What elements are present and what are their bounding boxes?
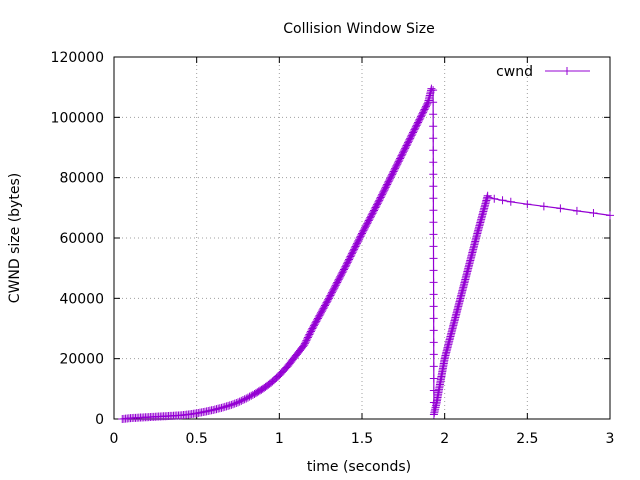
tick-labels: 0 0.5 1 1.5 2 2.5 3 0 20000 40000 60000 80000 100000… xyxy=(51,50,615,447)
x-tick-label: 2.5 xyxy=(516,431,538,447)
legend-label-cwnd: cwnd xyxy=(496,64,533,80)
data-point xyxy=(429,182,438,191)
data-point xyxy=(589,208,598,217)
y-tick-label: 0 xyxy=(95,412,104,428)
y-tick-label: 60000 xyxy=(59,231,104,247)
data-point xyxy=(429,134,438,143)
data-point xyxy=(429,170,438,179)
data-point xyxy=(556,204,565,213)
data-point xyxy=(429,86,438,95)
data-point xyxy=(483,191,492,200)
data-point xyxy=(429,290,438,299)
data-point xyxy=(429,386,438,395)
data-point xyxy=(243,393,252,402)
x-tick-label: 0 xyxy=(110,431,119,447)
series-layer xyxy=(118,84,614,423)
data-point xyxy=(429,218,438,227)
y-tick-label: 120000 xyxy=(51,50,104,66)
data-point xyxy=(235,397,244,406)
x-axis-label: time (seconds) xyxy=(307,459,411,475)
data-point xyxy=(227,400,236,409)
legend: cwnd xyxy=(496,64,590,80)
data-point xyxy=(429,230,438,239)
data-point xyxy=(225,401,234,410)
data-point xyxy=(229,400,238,409)
data-point xyxy=(429,278,438,287)
data-point xyxy=(429,266,438,275)
data-point xyxy=(429,98,438,107)
y-tick-label: 80000 xyxy=(59,171,104,187)
data-point xyxy=(539,202,548,211)
y-tick-label: 20000 xyxy=(59,352,104,368)
axis-ticks xyxy=(113,56,611,420)
data-point xyxy=(245,392,254,401)
chart-title: Collision Window Size xyxy=(283,21,434,37)
data-point xyxy=(429,314,438,323)
data-point xyxy=(429,146,438,155)
data-point xyxy=(429,194,438,203)
x-tick-label: 1 xyxy=(275,431,284,447)
data-point xyxy=(429,122,438,131)
y-tick-label: 100000 xyxy=(51,110,104,126)
y-tick-label: 40000 xyxy=(59,291,104,307)
series-markers-cwnd xyxy=(118,84,614,423)
data-point xyxy=(429,362,438,371)
data-point xyxy=(429,350,438,359)
y-axis-label: CWND size (bytes) xyxy=(7,173,23,303)
data-point xyxy=(523,200,532,209)
data-point xyxy=(238,396,247,405)
data-point xyxy=(232,399,241,408)
data-point xyxy=(572,206,581,215)
data-point xyxy=(429,374,438,383)
data-point xyxy=(506,197,515,206)
data-point xyxy=(429,254,438,263)
data-point xyxy=(606,211,614,220)
data-point xyxy=(429,158,438,167)
data-point xyxy=(230,399,239,408)
data-point xyxy=(429,302,438,311)
x-tick-label: 0.5 xyxy=(186,431,208,447)
data-point xyxy=(234,398,242,407)
data-point xyxy=(427,84,436,93)
data-point xyxy=(240,395,249,404)
data-point xyxy=(242,394,251,403)
data-point xyxy=(429,110,438,119)
data-point xyxy=(237,396,246,405)
x-tick-label: 3 xyxy=(606,431,615,447)
data-point xyxy=(247,391,256,400)
data-point xyxy=(429,206,438,215)
data-point xyxy=(490,194,499,203)
data-point xyxy=(429,338,438,347)
data-point xyxy=(429,326,438,335)
x-tick-label: 2 xyxy=(440,431,449,447)
series-line-cwnd xyxy=(122,87,611,420)
x-tick-label: 1.5 xyxy=(351,431,373,447)
data-point xyxy=(498,196,507,205)
data-point xyxy=(429,242,438,251)
